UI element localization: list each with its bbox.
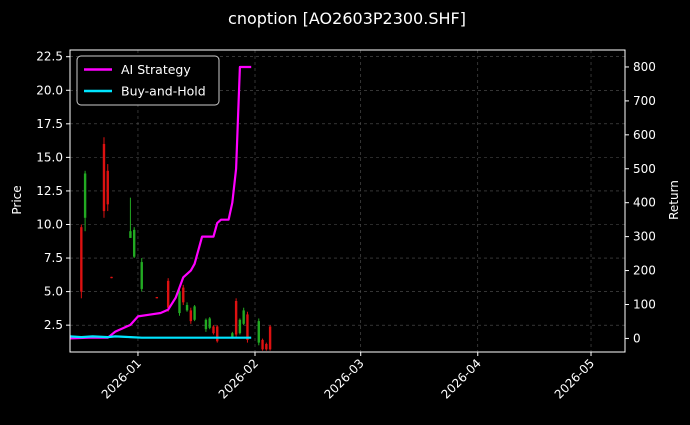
candle-body — [265, 343, 268, 350]
y-axis-left-label: Price — [10, 185, 24, 214]
legend-label-buy-and-hold: Buy-and-Hold — [121, 84, 206, 99]
ai-strategy-line — [69, 65, 252, 340]
left-tick-label: 15.0 — [36, 150, 63, 164]
candle-body — [246, 314, 249, 340]
left-axis-ticks: 2.5 5.0 7.5 10.0 12.5 15.0 17.5 20.0 22.5 — [36, 50, 70, 332]
legend: AI Strategy Buy-and-Hold — [76, 55, 220, 106]
candle-body — [132, 229, 136, 257]
buy-and-hold-line — [69, 335, 252, 339]
candle-body — [261, 339, 264, 350]
left-tick-label: 2.5 — [44, 318, 63, 332]
candle-body — [242, 310, 245, 324]
candle-body — [155, 296, 159, 299]
right-tick-label: 500 — [633, 162, 656, 176]
left-tick-label: 10.0 — [36, 217, 63, 231]
right-tick-label: 600 — [633, 128, 656, 142]
series-lines-layer — [69, 65, 252, 340]
candle-body — [182, 287, 185, 303]
chart-title: cnoption [AO2603P2300.SHF] — [228, 9, 466, 28]
candle-body — [238, 319, 242, 334]
candle-body — [166, 280, 170, 308]
left-tick-label: 17.5 — [36, 117, 63, 131]
candle-body — [102, 143, 106, 212]
candle-body — [129, 231, 132, 238]
candle-body — [193, 306, 196, 320]
left-tick-label: 12.5 — [36, 184, 63, 198]
right-tick-label: 700 — [633, 94, 656, 108]
candle-body — [83, 173, 87, 218]
right-tick-label: 300 — [633, 230, 656, 244]
plot-frame — [69, 49, 626, 353]
candle-body — [189, 310, 193, 322]
right-tick-label: 100 — [633, 297, 656, 311]
candle-body — [234, 300, 238, 335]
legend-label-ai-strategy: AI Strategy — [121, 62, 191, 77]
candle-body — [216, 326, 219, 342]
candle-body — [140, 262, 143, 289]
candle-body — [212, 326, 215, 334]
candle-body — [80, 227, 83, 292]
candle-body — [208, 318, 211, 328]
candle-body — [204, 319, 208, 330]
left-tick-label: 7.5 — [44, 251, 63, 265]
left-tick-label: 5.0 — [44, 285, 63, 299]
right-tick-label: 0 — [633, 331, 641, 345]
right-tick-label: 800 — [633, 60, 656, 74]
candle-body — [257, 321, 260, 343]
candle-body — [110, 276, 113, 279]
right-tick-label: 200 — [633, 264, 656, 278]
candle-body — [268, 326, 272, 350]
left-tick-label: 20.0 — [36, 83, 63, 97]
candle-body — [185, 305, 189, 311]
candle-body — [106, 170, 109, 205]
right-axis-ticks: 0 100 200 300 400 500 600 700 800 — [625, 60, 656, 345]
legend-box — [76, 55, 220, 106]
y-axis-right-label: Return — [667, 180, 681, 220]
candle-body — [231, 333, 234, 338]
left-tick-label: 22.5 — [36, 50, 63, 64]
candle-body — [178, 291, 181, 314]
right-tick-label: 400 — [633, 196, 656, 210]
